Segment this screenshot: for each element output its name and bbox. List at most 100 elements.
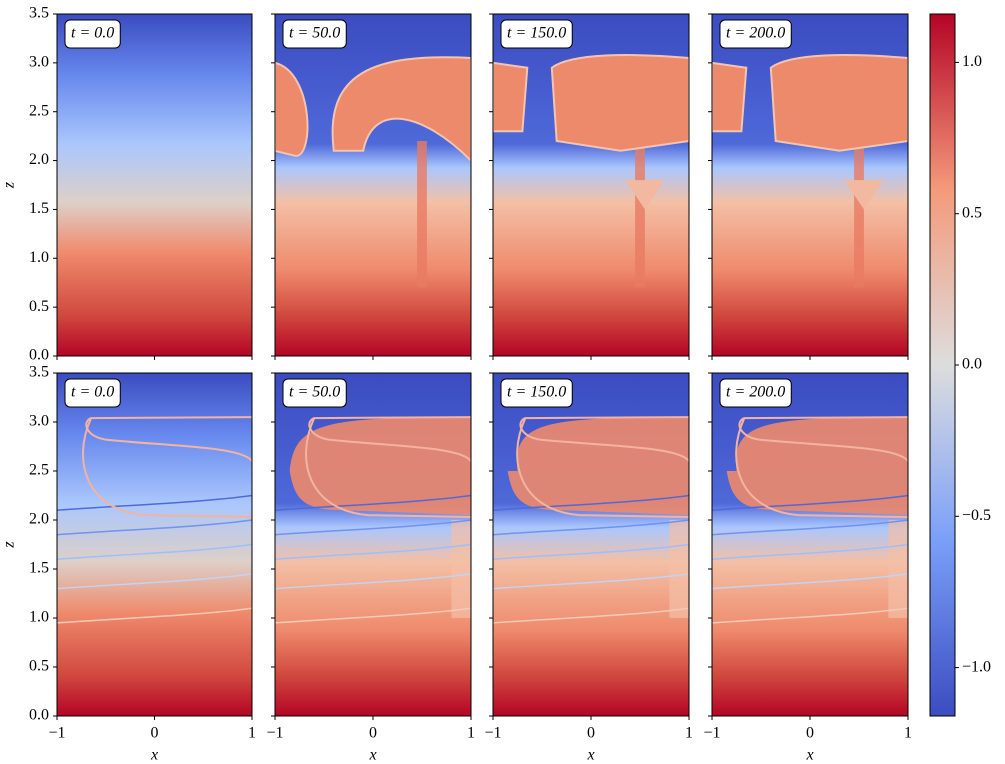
x-tick-label: 1 (685, 725, 693, 742)
x-tick-label: 0 (369, 725, 377, 742)
plume-stem (854, 141, 864, 288)
panel-label-box (64, 378, 121, 408)
trajectory (308, 416, 471, 462)
panel (493, 373, 689, 716)
panel-label-box (719, 19, 792, 49)
plume-cap (275, 61, 309, 157)
trajectory (738, 416, 908, 462)
x-axis-label: x (805, 747, 813, 764)
trajectory (735, 417, 908, 519)
trajectory (516, 417, 689, 519)
side-plume (888, 520, 908, 618)
contour (712, 607, 908, 624)
contour (275, 607, 471, 624)
panel-label: t = 200.0 (726, 25, 785, 42)
colorbar-tick-label: 0.5 (962, 204, 982, 221)
trajectory (519, 416, 689, 462)
plume-head (844, 180, 884, 210)
panel-label-box (500, 19, 573, 49)
panel (712, 14, 908, 356)
panel-label-box (500, 378, 573, 408)
contour (57, 573, 252, 590)
plume-stem (635, 141, 645, 288)
y-tick-label: 1.5 (29, 560, 49, 577)
y-tick-label: 2.5 (29, 462, 49, 479)
y-axis-label: z (1, 181, 18, 189)
plume-cap (493, 61, 529, 133)
y-tick-label: 1.0 (29, 249, 49, 266)
contour (712, 494, 908, 511)
plume-cap (769, 54, 908, 152)
x-tick-label: 0 (806, 725, 814, 742)
side-plume (669, 520, 689, 618)
colorbar-tick-label: −1.0 (962, 658, 991, 675)
panel (493, 14, 689, 356)
y-tick-label: 3.5 (29, 364, 49, 381)
x-axis-label: x (150, 747, 158, 764)
x-tick-label: 0 (151, 725, 159, 742)
colorbar-tick-label: −0.5 (962, 507, 991, 524)
x-tick-label: −1 (484, 725, 501, 742)
panel-label-box (719, 378, 792, 408)
contour (712, 573, 908, 590)
y-tick-label: 0.0 (29, 347, 49, 364)
y-tick-label: 2.0 (29, 151, 49, 168)
x-tick-label: 1 (467, 725, 475, 742)
plume-cap (712, 61, 748, 133)
contour (493, 494, 689, 511)
colorbar-tick-label: 1.0 (962, 53, 982, 70)
x-tick-label: 1 (248, 725, 256, 742)
contour (493, 519, 689, 536)
panel (712, 373, 908, 716)
trajectory (82, 417, 252, 519)
x-tick-label: −1 (703, 725, 720, 742)
contour (275, 494, 471, 511)
contour (493, 607, 689, 624)
contour (493, 573, 689, 590)
panel-label-box (282, 378, 347, 408)
contour (57, 543, 252, 560)
y-tick-label: 3.0 (29, 413, 49, 430)
mixed-layer (726, 417, 908, 516)
panel-label: t = 0.0 (71, 384, 114, 401)
panel-label: t = 150.0 (507, 384, 566, 401)
contour (493, 543, 689, 560)
trajectory (85, 416, 252, 462)
trajectory (305, 417, 471, 519)
panel (275, 373, 471, 716)
y-tick-label: 1.5 (29, 200, 49, 217)
panel (57, 14, 252, 356)
heatmap-field (57, 373, 252, 716)
plume-cap (550, 54, 689, 152)
contour (275, 543, 471, 560)
x-tick-label: 1 (904, 725, 912, 742)
panel-label-box (282, 19, 347, 49)
panel-label: t = 200.0 (726, 384, 785, 401)
panel-label: t = 150.0 (507, 25, 566, 42)
y-tick-label: 0.5 (29, 658, 49, 675)
x-tick-label: −1 (48, 725, 65, 742)
panel-label: t = 50.0 (289, 25, 340, 42)
contour (57, 607, 252, 624)
panel-label: t = 0.0 (71, 25, 114, 42)
y-axis-label: z (1, 541, 18, 549)
colorbar-tick-label: 0.0 (962, 356, 982, 373)
mixed-layer (507, 417, 689, 516)
x-axis-label: x (368, 747, 376, 764)
y-tick-label: 3.5 (29, 5, 49, 22)
contour (712, 543, 908, 560)
panel (57, 373, 252, 716)
contour (712, 519, 908, 536)
contour (275, 519, 471, 536)
y-tick-label: 0.0 (29, 707, 49, 724)
mixed-layer (289, 417, 471, 516)
panel-label-box (64, 19, 121, 49)
plume-stem (417, 141, 427, 288)
y-tick-label: 1.0 (29, 609, 49, 626)
y-tick-label: 2.5 (29, 102, 49, 119)
plume-head (625, 180, 665, 210)
x-tick-label: −1 (266, 725, 283, 742)
y-tick-label: 3.0 (29, 54, 49, 71)
heatmap-field (57, 14, 252, 356)
